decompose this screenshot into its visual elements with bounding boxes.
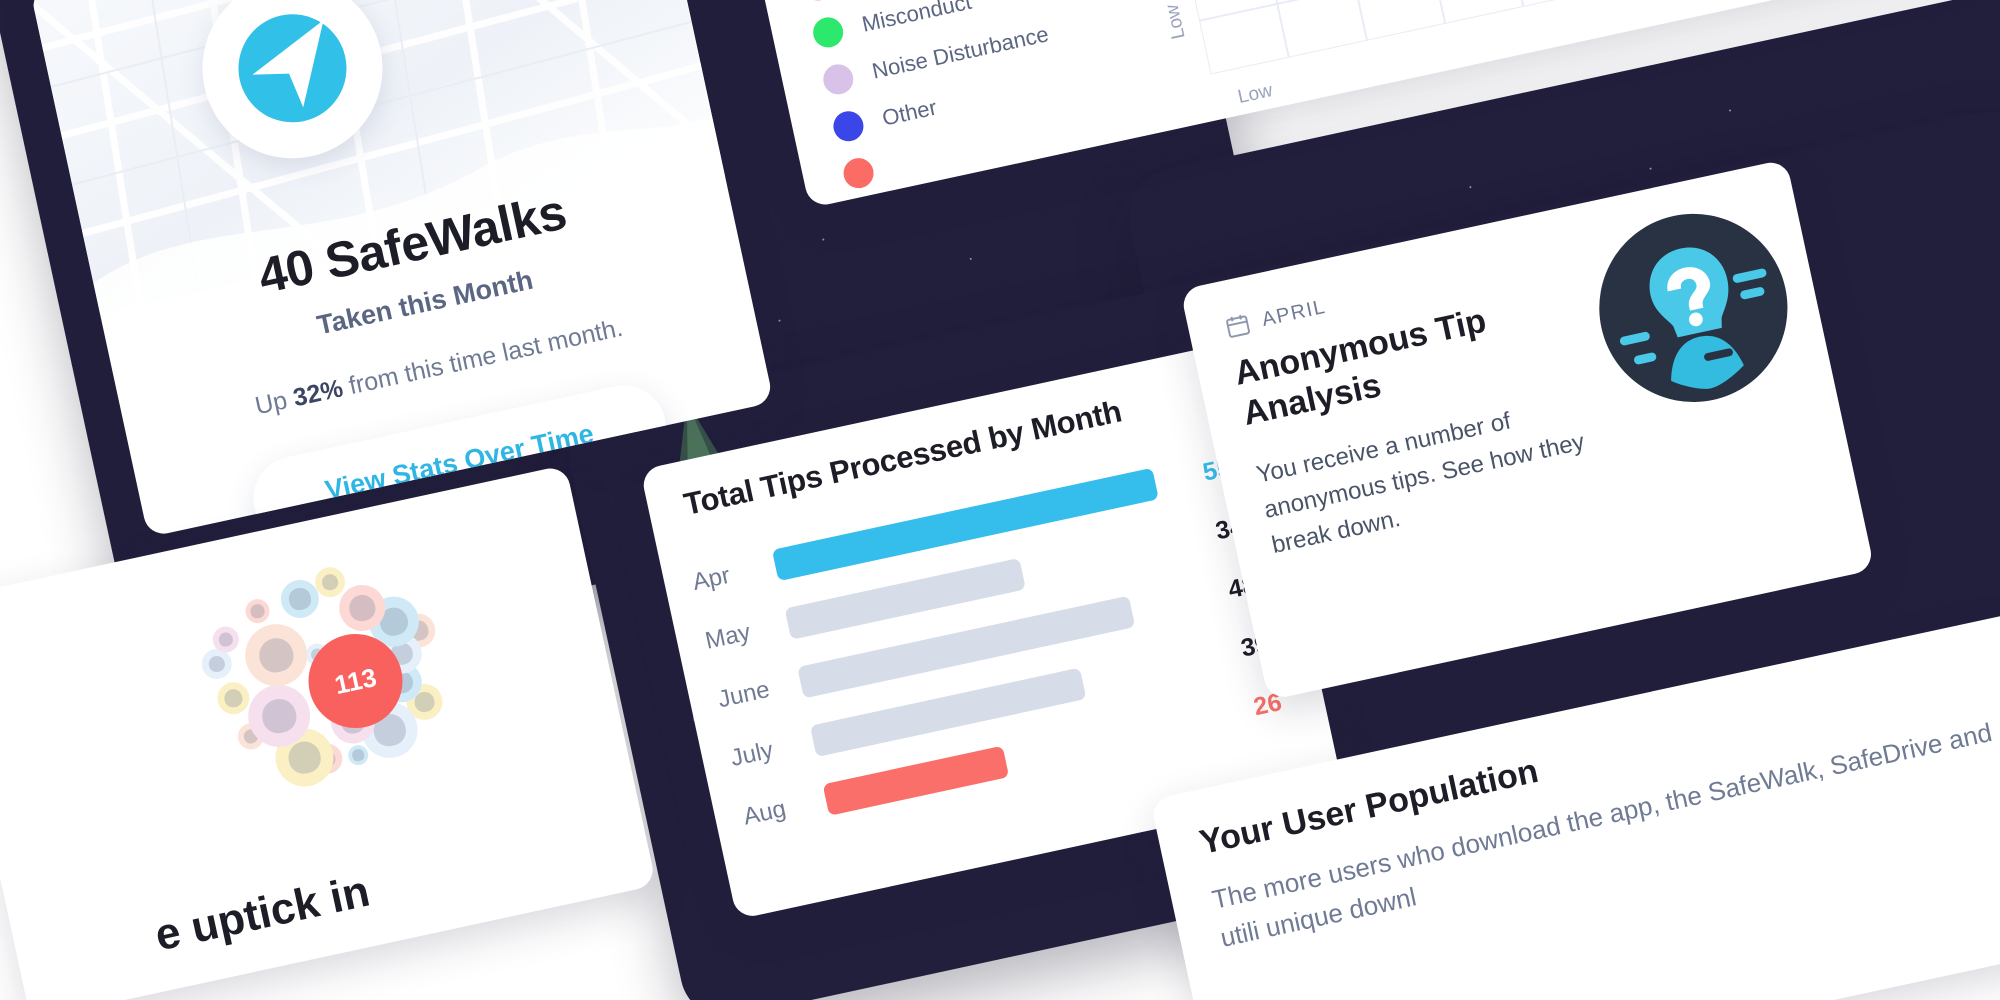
note-prefix: Up — [252, 384, 297, 421]
avatar — [243, 596, 272, 626]
avatar-silhouette — [320, 572, 341, 593]
bar-category-label: May — [702, 618, 753, 655]
safewalks-card: 40 SafeWalks Taken this Month Up 32% fro… — [30, 0, 774, 538]
bar-category-label: Apr — [690, 561, 733, 597]
avatar-silhouette — [222, 687, 245, 709]
user-uptick-card: 113 e uptick in — [0, 464, 657, 1000]
calendar-icon — [1226, 314, 1250, 338]
incident-scatter-card: Emergency Message Facilities/Maintenance… — [700, 0, 1964, 209]
avatar-silhouette — [287, 586, 313, 612]
avatar — [239, 618, 314, 693]
legend-swatch-icon — [800, 0, 836, 4]
bar-category-label: July — [728, 736, 776, 772]
avatar-silhouette — [206, 653, 227, 674]
tips-month-label: APRIL — [1259, 295, 1328, 331]
avatar-cluster: 113 — [180, 520, 537, 877]
navigation-arrow-icon — [228, 4, 357, 133]
map-background — [30, 0, 726, 313]
legend-swatch-icon — [810, 14, 846, 51]
anonymous-person-question-mark-icon — [1599, 213, 1788, 402]
avatar-silhouette — [249, 603, 266, 620]
legend-label: Other — [879, 94, 939, 131]
avatar-silhouette — [346, 592, 378, 624]
avatar-silhouette — [255, 634, 297, 676]
tips-eyebrow: APRIL — [1222, 294, 1328, 341]
x-axis-tick-low: Low — [1235, 80, 1275, 109]
bar-category-label: June — [715, 675, 773, 714]
legend-swatch-icon — [820, 61, 857, 98]
scatter-gridlines — [1117, 0, 1915, 75]
uptick-title: e uptick in — [150, 866, 374, 961]
scatter-plot: Activity Severity Low Low — [1117, 0, 1915, 108]
avatar — [214, 679, 253, 718]
avatar-silhouette — [217, 630, 235, 649]
bar-category-label: Aug — [740, 795, 789, 831]
anonymous-tip-analysis-card: APRIL Anonymous Tip Analysis You receive… — [1180, 158, 1875, 701]
y-axis-tick-low: Low — [1161, 2, 1190, 42]
avatar-silhouette — [351, 748, 365, 762]
legend-swatch-icon — [840, 155, 877, 192]
avatar-silhouette — [258, 695, 300, 737]
legend-swatch-icon — [830, 108, 867, 145]
note-percent: 32% — [290, 374, 346, 413]
